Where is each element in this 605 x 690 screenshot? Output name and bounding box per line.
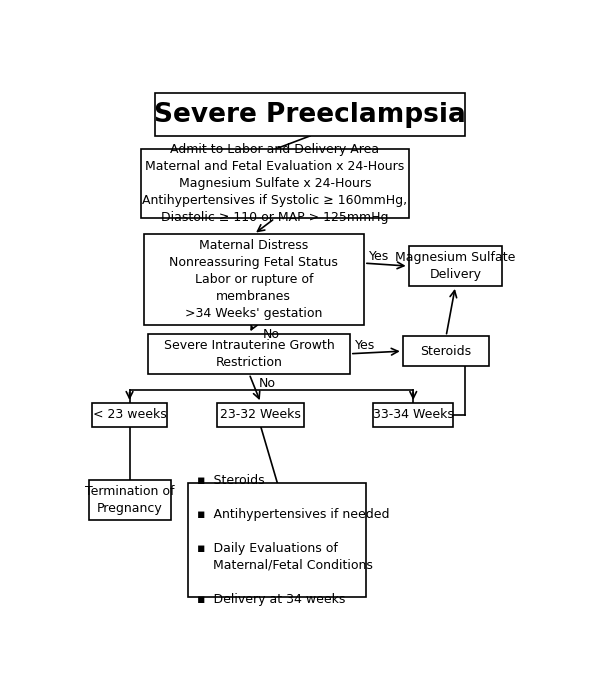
Bar [142, 149, 408, 218]
Text: 23-32 Weeks: 23-32 Weeks [220, 408, 301, 422]
Bar [408, 246, 502, 286]
Text: Magnesium Sulfate
Delivery: Magnesium Sulfate Delivery [395, 251, 515, 281]
Text: Yes: Yes [355, 339, 375, 353]
Bar [217, 403, 304, 427]
Bar [92, 403, 167, 427]
Text: Termination of
Pregnancy: Termination of Pregnancy [85, 485, 174, 515]
Bar [148, 334, 350, 374]
Text: Maternal Distress
Nonreassuring Fetal Status
Labor or rupture of
membranes
>34 W: Maternal Distress Nonreassuring Fetal St… [169, 239, 338, 320]
Bar [188, 482, 366, 597]
Text: < 23 weeks: < 23 weeks [93, 408, 166, 422]
Text: Yes: Yes [368, 250, 389, 264]
Bar [373, 403, 453, 427]
Text: 33-34 Weeks: 33-34 Weeks [373, 408, 454, 422]
Bar [143, 234, 364, 324]
Text: No: No [258, 377, 275, 390]
Text: Severe Intrauterine Growth
Restriction: Severe Intrauterine Growth Restriction [164, 339, 335, 368]
Bar [155, 93, 465, 136]
Bar [88, 480, 171, 520]
Text: Steroids: Steroids [420, 344, 472, 357]
Bar [403, 337, 489, 366]
Text: Admit to Labor and Delivery Area
Maternal and Fetal Evaluation x 24-Hours
Magnes: Admit to Labor and Delivery Area Materna… [142, 144, 407, 224]
Text: Severe Preeclampsia: Severe Preeclampsia [154, 101, 466, 128]
Text: ▪  Steroids

▪  Antihypertensives if needed

▪  Daily Evaluations of
    Materna: ▪ Steroids ▪ Antihypertensives if needed… [197, 474, 389, 606]
Text: No: No [263, 328, 280, 341]
